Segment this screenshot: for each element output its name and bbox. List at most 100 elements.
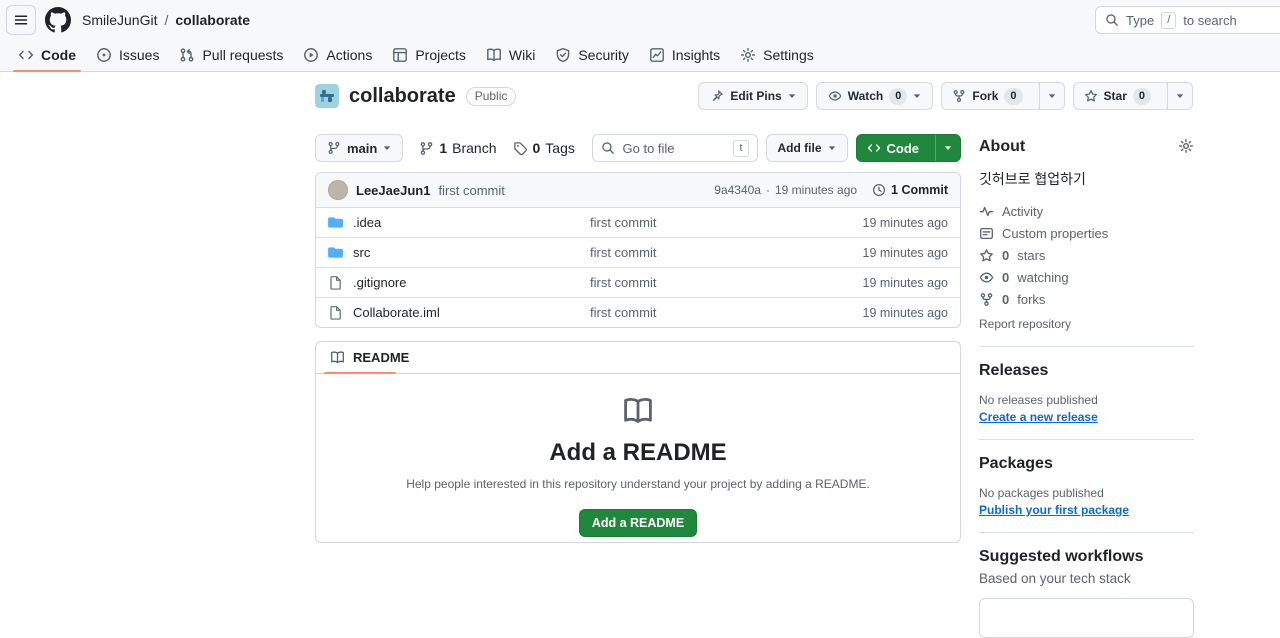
branch-meta: 1 Branch 0 Tags — [419, 140, 575, 156]
branch-selector-button[interactable]: main — [315, 134, 404, 162]
star-dropdown[interactable] — [1167, 83, 1192, 109]
breadcrumb-separator: / — [164, 12, 169, 28]
folder-icon — [328, 245, 343, 260]
divider — [979, 439, 1194, 440]
file-icon — [328, 305, 343, 320]
book-icon — [622, 395, 654, 427]
pull-request-icon — [179, 47, 195, 63]
hamburger-menu-button[interactable] — [6, 5, 36, 35]
go-to-file-field[interactable] — [620, 139, 728, 157]
top-navigation: SmileJunGit / collaborate Type / to sear… — [0, 0, 1280, 40]
book-icon — [330, 350, 345, 365]
tab-wiki[interactable]: Wiki — [476, 39, 545, 71]
star-count: 0 — [1132, 87, 1151, 105]
fork-button[interactable]: Fork 0 — [941, 82, 1065, 110]
commit-history-link[interactable]: 1 Commit — [872, 183, 948, 197]
branches-link[interactable]: 1 Branch — [419, 140, 497, 156]
star-icon — [1084, 89, 1098, 103]
github-logo-icon[interactable] — [45, 7, 71, 33]
chevron-down-icon — [828, 144, 836, 152]
play-icon — [303, 47, 319, 63]
graph-icon — [649, 47, 665, 63]
file-commit-message[interactable]: first commit — [590, 245, 657, 260]
table-row[interactable]: .gitignore first commit 19 minutes ago — [316, 267, 960, 297]
tags-link[interactable]: 0 Tags — [513, 140, 575, 156]
forks-link[interactable]: 0 forks — [979, 292, 1194, 307]
fork-dropdown[interactable] — [1038, 83, 1064, 109]
file-link[interactable]: .gitignore — [328, 275, 590, 290]
edit-about-button[interactable] — [1178, 138, 1194, 154]
commit-author-avatar[interactable] — [328, 180, 348, 200]
commit-sha[interactable]: 9a4340a — [714, 183, 761, 197]
eye-icon — [828, 89, 842, 103]
tab-pull-requests[interactable]: Pull requests — [169, 39, 293, 71]
commit-meta: 9a4340a · 19 minutes ago 1 Commit — [714, 183, 948, 197]
workflow-suggestion-card[interactable] — [979, 598, 1194, 638]
create-release-link[interactable]: Create a new release — [979, 410, 1098, 424]
report-repository-link[interactable]: Report repository — [979, 317, 1072, 331]
watching-link[interactable]: 0 watching — [979, 270, 1194, 285]
file-link[interactable]: Collaborate.iml — [328, 305, 590, 320]
tab-security[interactable]: Security — [545, 39, 639, 71]
file-link[interactable]: .idea — [328, 215, 590, 230]
tab-issues[interactable]: Issues — [86, 39, 169, 71]
readme-tab[interactable]: README — [316, 342, 960, 374]
breadcrumb-repo[interactable]: collaborate — [175, 12, 251, 28]
code-icon — [867, 141, 881, 155]
global-search-input[interactable]: Type / to search — [1095, 6, 1280, 34]
edit-pins-button[interactable]: Edit Pins — [698, 82, 808, 110]
star-button[interactable]: Star 0 — [1072, 82, 1193, 110]
watch-button[interactable]: Watch 0 — [815, 82, 934, 110]
file-commit-message[interactable]: first commit — [590, 215, 657, 230]
file-commit-message[interactable]: first commit — [590, 305, 657, 320]
tab-projects[interactable]: Projects — [382, 39, 476, 71]
repo-avatar — [315, 84, 339, 108]
activity-link[interactable]: Activity — [979, 204, 1194, 219]
tab-code[interactable]: Code — [8, 39, 86, 72]
commit-author[interactable]: LeeJaeJun1 — [356, 182, 431, 198]
branch-icon — [327, 141, 341, 155]
commit-message[interactable]: first commit — [438, 182, 505, 198]
chevron-down-icon — [913, 92, 921, 100]
releases-title: Releases — [979, 362, 1049, 379]
pulse-icon — [979, 204, 994, 219]
workflows-title: Suggested workflows — [979, 548, 1144, 565]
file-browser: LeeJaeJun1 first commit 9a4340a · 19 min… — [315, 172, 961, 328]
table-row[interactable]: .idea first commit 19 minutes ago — [316, 207, 960, 237]
gear-icon — [1178, 138, 1194, 154]
branch-toolbar: main 1 Branch 0 Tags t Add file Code — [315, 134, 961, 162]
stars-link[interactable]: 0 stars — [979, 248, 1194, 263]
divider — [979, 346, 1194, 347]
issue-icon — [96, 47, 112, 63]
table-row[interactable]: Collaborate.iml first commit 19 minutes … — [316, 297, 960, 327]
file-link[interactable]: src — [328, 245, 590, 260]
add-file-button[interactable]: Add file — [765, 134, 848, 162]
breadcrumb-owner[interactable]: SmileJunGit — [82, 12, 158, 28]
dot-separator: · — [765, 183, 770, 197]
about-sidebar: About 깃허브로 협업하기 Activity Custom properti… — [979, 138, 1194, 638]
code-dropdown[interactable] — [935, 135, 960, 161]
shield-icon — [555, 47, 571, 63]
watch-count: 0 — [889, 87, 908, 105]
publish-package-link[interactable]: Publish your first package — [979, 503, 1130, 517]
file-commit-time: 19 minutes ago — [862, 215, 948, 230]
tab-settings[interactable]: Settings — [730, 39, 824, 71]
tab-actions[interactable]: Actions — [293, 39, 382, 71]
chevron-down-icon — [944, 144, 952, 152]
book-icon — [486, 47, 502, 63]
repo-action-buttons: Edit Pins Watch 0 Fork 0 Star 0 — [698, 82, 1193, 110]
file-commit-time: 19 minutes ago — [862, 275, 948, 290]
go-to-file-input[interactable]: t — [591, 134, 758, 162]
add-readme-button[interactable]: Add a README — [578, 509, 698, 537]
file-commit-message[interactable]: first commit — [590, 275, 657, 290]
code-button[interactable]: Code — [855, 134, 961, 162]
table-row[interactable]: src first commit 19 minutes ago — [316, 237, 960, 267]
readme-panel: README Add a README Help people interest… — [315, 341, 961, 543]
about-title: About — [979, 138, 1026, 155]
custom-properties-link[interactable]: Custom properties — [979, 226, 1194, 241]
repo-description: 깃허브로 협업하기 — [979, 171, 1086, 187]
releases-empty-text: No releases published — [979, 393, 1098, 407]
tab-insights[interactable]: Insights — [639, 39, 730, 71]
chevron-down-icon — [788, 92, 796, 100]
